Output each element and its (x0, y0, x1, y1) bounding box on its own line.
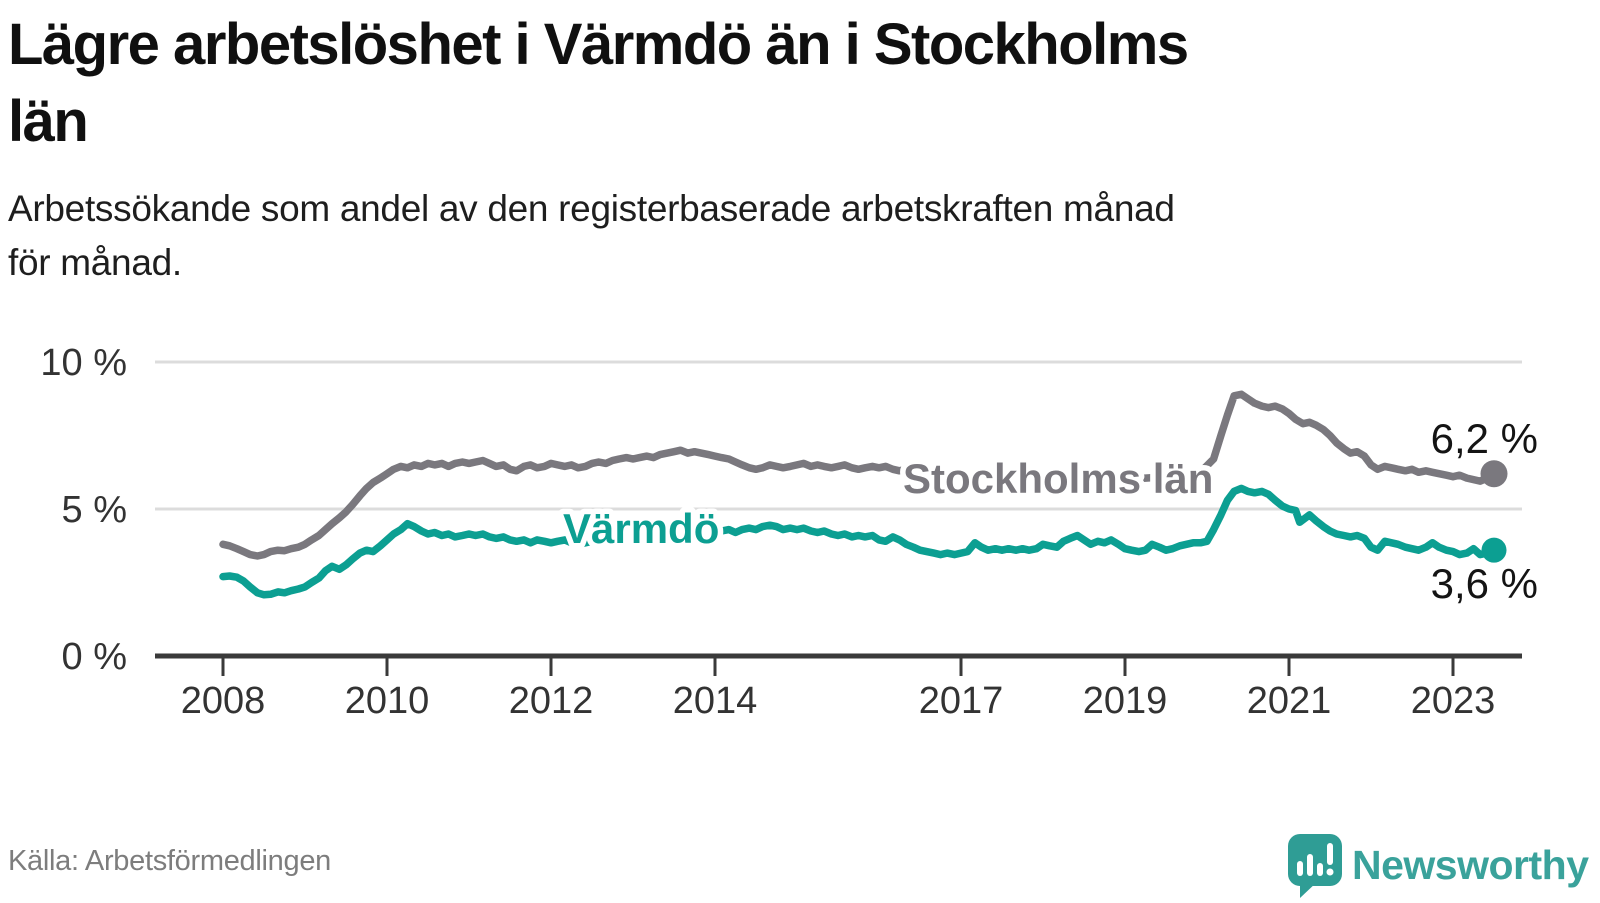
x-axis-labels: 2008 2010 2012 2014 2017 2019 2021 2023 (181, 680, 1496, 722)
x-tick-label: 2012 (509, 680, 594, 722)
end-point-dots (1480, 460, 1508, 563)
chart-header: Lägre arbetslöshet i Värmdö än i Stockho… (8, 6, 1568, 290)
title-line-2: län (8, 89, 89, 154)
x-tick-label: 2017 (919, 680, 1004, 722)
y-tick-label: 0 % (62, 636, 127, 678)
end-value-label-stockholms-lan: 6,2 % (1431, 415, 1538, 462)
x-tick-label: 2014 (673, 680, 758, 722)
y-tick-label: 5 % (62, 489, 127, 531)
series-line-stockholms-lan (219, 390, 1498, 560)
subtitle-line-1: Arbetssökande som andel av den registerb… (8, 188, 1175, 229)
chart-subtitle: Arbetssökande som andel av den registerb… (8, 182, 1568, 290)
gridlines (155, 360, 1522, 511)
x-tick-label: 2021 (1247, 680, 1332, 722)
series-line-varmdo (219, 484, 1498, 599)
y-axis-labels: 0 % 5 % 10 % (40, 342, 127, 678)
series-label-varmdo: Värmdö (563, 505, 719, 552)
page-title: Lägre arbetslöshet i Värmdö än i Stockho… (8, 6, 1568, 160)
x-tick-label: 2010 (345, 680, 430, 722)
title-line-1: Lägre arbetslöshet i Värmdö än i Stockho… (8, 12, 1189, 77)
data-lines (219, 390, 1498, 599)
x-axis (155, 653, 1522, 676)
newsworthy-logo: Newsworthy (1288, 834, 1590, 898)
x-tick-label: 2019 (1083, 680, 1168, 722)
end-dot-stockholms-lan (1480, 460, 1508, 488)
source-text: Källa: Arbetsförmedlingen (8, 845, 331, 877)
newsworthy-speech-bubble-chart-icon (1288, 834, 1342, 898)
brand-name: Newsworthy (1352, 842, 1589, 888)
series-label-stockholms-lan: Stockholms län (903, 455, 1213, 502)
end-value-label-varmdo: 3,6 % (1431, 560, 1538, 607)
annotations: Stockholms län Värmdö 6,2 % 3,6 % (558, 415, 1539, 607)
subtitle-line-2: för månad. (8, 242, 182, 283)
end-dot-varmdo (1481, 537, 1507, 563)
y-tick-label: 10 % (40, 342, 127, 384)
x-tick-label: 2023 (1411, 680, 1496, 722)
x-tick-label: 2008 (181, 680, 266, 722)
